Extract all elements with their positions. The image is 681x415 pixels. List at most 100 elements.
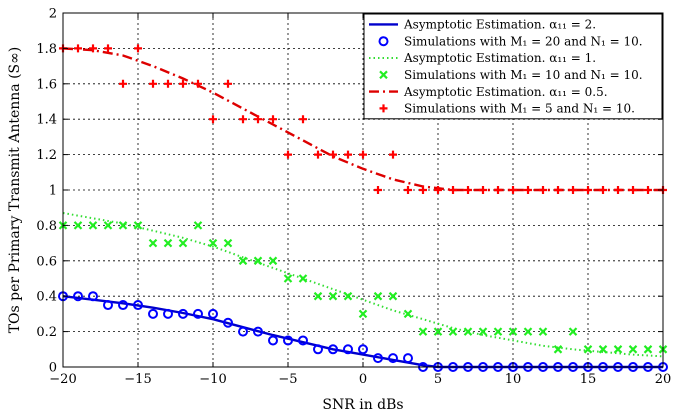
data-point [148, 308, 158, 319]
data-point [268, 335, 278, 346]
x-tick-label: −10 [199, 372, 226, 387]
legend-box [363, 13, 663, 120]
legend-swatch [378, 36, 389, 47]
y-tick-label: 1.4 [36, 113, 57, 128]
series-6 [59, 44, 667, 194]
data-point [373, 353, 383, 364]
y-tick-label: 1.6 [36, 77, 57, 92]
data-point [388, 353, 398, 364]
data-point [118, 300, 128, 311]
data-point [614, 186, 622, 194]
x-tick-label: 5 [434, 372, 442, 387]
x-tick-label: −15 [124, 372, 151, 387]
data-point [403, 353, 413, 364]
data-point [464, 186, 472, 194]
data-point [343, 291, 353, 301]
data-point [178, 238, 188, 248]
legend-entry: Asymptotic Estimation. α₁₁ = 2. [369, 18, 596, 32]
data-point [629, 186, 637, 194]
data-point [583, 345, 593, 354]
data-point [389, 150, 397, 159]
y-tick-label: 1 [49, 184, 57, 199]
data-point [478, 327, 488, 336]
data-point [539, 186, 547, 194]
data-point [344, 150, 352, 159]
data-point [599, 186, 607, 194]
data-point [313, 291, 323, 301]
x-tick-label: 0 [359, 372, 367, 387]
data-point [163, 308, 173, 319]
y-tick-label: 1.2 [36, 148, 57, 163]
data-point [403, 309, 413, 319]
data-point [268, 256, 278, 266]
data-point [358, 344, 368, 355]
data-point [433, 327, 443, 336]
data-point [283, 335, 293, 346]
data-point [584, 186, 592, 194]
legend-entry: Simulations with M₁ = 20 and N₁ = 10. [378, 34, 643, 48]
data-point [329, 150, 337, 159]
data-point [299, 115, 307, 124]
y-tick-label: 0.8 [36, 219, 57, 234]
data-point [524, 186, 532, 194]
data-point [253, 326, 263, 337]
data-point [643, 345, 653, 354]
data-point [103, 300, 113, 311]
data-point [553, 345, 563, 354]
y-tick-label: 0.6 [36, 254, 57, 269]
data-point [238, 256, 248, 266]
legend-entry: Asymptotic Estimation. α₁₁ = 1. [369, 51, 596, 65]
data-point [598, 345, 608, 354]
legend-entry: Asymptotic Estimation. α₁₁ = 0.5. [369, 85, 608, 99]
data-point [149, 79, 157, 88]
data-point [479, 186, 487, 194]
data-point [73, 221, 83, 230]
data-point [449, 186, 457, 194]
data-point [418, 327, 428, 336]
legend: Asymptotic Estimation. α₁₁ = 2. Simulatio… [363, 13, 663, 120]
data-point [253, 256, 263, 266]
data-point [509, 186, 517, 194]
y-tick-label: 0 [49, 361, 57, 376]
data-point [209, 115, 217, 124]
data-point [419, 186, 427, 194]
data-point [163, 238, 173, 248]
data-point [118, 221, 128, 230]
data-point [328, 344, 338, 355]
x-tick-label: −5 [278, 372, 297, 387]
data-point [89, 44, 97, 53]
y-tick-label: 1.8 [36, 42, 57, 57]
data-point [119, 79, 127, 88]
data-point [103, 221, 113, 230]
data-point [88, 291, 98, 302]
data-point [74, 44, 82, 53]
data-point [283, 274, 293, 283]
data-point [494, 186, 502, 194]
data-point [538, 327, 548, 336]
data-point [644, 186, 652, 194]
plot-series [58, 44, 668, 372]
legend-label: Simulations with M₁ = 20 and N₁ = 10. [404, 34, 643, 48]
data-point [328, 291, 338, 301]
legend-entry: Simulations with M₁ = 10 and N₁ = 10. [379, 68, 643, 82]
data-point [164, 79, 172, 88]
data-point [88, 221, 98, 230]
x-tick-label: 15 [580, 372, 597, 387]
data-point [194, 79, 202, 88]
legend-label: Simulations with M₁ = 5 and N₁ = 10. [404, 102, 635, 116]
data-point [434, 186, 442, 194]
data-point [493, 327, 503, 336]
data-point [239, 115, 247, 124]
data-point [223, 317, 233, 328]
data-point [628, 345, 638, 354]
data-point [148, 238, 158, 248]
data-point [388, 291, 398, 301]
data-point [508, 327, 518, 336]
data-point [404, 186, 412, 194]
y-tick-label: 0.4 [36, 290, 57, 305]
data-point [314, 150, 322, 159]
data-point [523, 327, 533, 336]
data-point [358, 309, 368, 319]
data-point [374, 186, 382, 194]
